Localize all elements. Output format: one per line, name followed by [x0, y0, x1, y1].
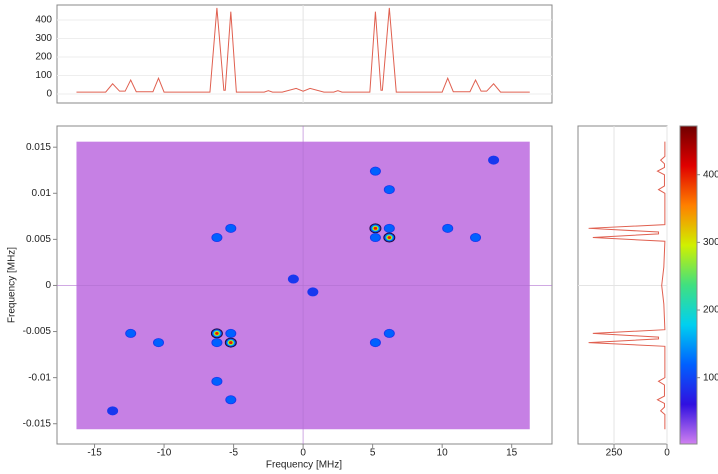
- peak: [488, 155, 500, 165]
- peak: [287, 274, 299, 284]
- y-tick-label: 0.015: [26, 142, 51, 153]
- peak-ring: [370, 167, 380, 175]
- peak: [383, 328, 395, 338]
- peak: [369, 223, 382, 234]
- peak-ring: [370, 233, 380, 242]
- x-tick-label: 0: [300, 448, 306, 459]
- y-tick-label: -0.01: [28, 372, 51, 383]
- peak: [153, 338, 165, 348]
- peak: [107, 406, 119, 416]
- peak: [369, 166, 381, 176]
- y-tick-label: 100: [35, 70, 52, 81]
- x-axis-label: Frequency [MHz]: [266, 460, 342, 471]
- peak: [369, 338, 381, 348]
- peak-ring: [470, 233, 481, 242]
- peak-ring: [229, 341, 233, 345]
- x-tick-label: -15: [87, 448, 102, 459]
- top-frame: [56, 4, 553, 104]
- peak: [383, 232, 396, 243]
- peak-ring: [226, 224, 236, 233]
- peak: [442, 223, 454, 233]
- colorbar: [679, 125, 698, 445]
- peak: [224, 337, 237, 348]
- x-tick-label: 250: [606, 448, 623, 459]
- y-tick-label: 200: [35, 52, 52, 63]
- peak: [211, 376, 223, 386]
- peak-ring: [443, 224, 453, 233]
- y-tick-label: 300: [35, 33, 52, 44]
- peak: [307, 287, 319, 297]
- x-tick-label: -5: [229, 448, 238, 459]
- y-tick-label: 0: [45, 280, 51, 291]
- peak-ring: [384, 329, 394, 338]
- line: [76, 7, 530, 93]
- y-tick-label: 0.005: [26, 234, 51, 245]
- x-tick-label: 5: [370, 448, 376, 459]
- peak: [225, 395, 237, 405]
- peak-ring: [384, 185, 394, 194]
- colorbar-tick-label: 100: [703, 372, 718, 383]
- peak: [470, 233, 482, 243]
- x-tick-label: -10: [157, 448, 172, 459]
- peak-ring: [287, 274, 299, 284]
- peak-ring: [212, 377, 222, 386]
- y-tick-label: 0: [46, 89, 52, 100]
- peak: [211, 233, 223, 243]
- peak-ring: [373, 226, 378, 230]
- colorbar-tick-label: 200: [703, 305, 718, 316]
- peak: [211, 338, 223, 348]
- y-tick-label: -0.015: [23, 418, 52, 429]
- colorbar-tick-label: 300: [703, 237, 718, 248]
- x-tick-label: 15: [506, 448, 518, 459]
- line: [588, 141, 666, 430]
- x-tick-label: 10: [437, 448, 449, 459]
- x-tick-label: 0: [664, 448, 670, 459]
- peak-ring: [212, 233, 222, 242]
- peak-ring: [307, 287, 319, 297]
- peak: [225, 328, 237, 338]
- peak: [225, 223, 237, 233]
- peak: [383, 185, 395, 195]
- y-tick-label: 0.01: [32, 188, 52, 199]
- peak: [125, 328, 137, 338]
- peak-ring: [488, 155, 500, 165]
- peak-ring: [226, 396, 236, 404]
- peak-ring: [126, 329, 136, 338]
- peak-ring: [226, 329, 236, 338]
- peak: [369, 233, 381, 243]
- peak-ring: [107, 406, 119, 416]
- colorbar-tick-label: 400: [703, 169, 718, 180]
- peak-ring: [370, 338, 380, 347]
- peak-ring: [387, 236, 392, 239]
- peak-ring: [212, 338, 222, 347]
- peak: [383, 223, 395, 233]
- y-tick-label: 400: [35, 15, 52, 26]
- y-axis-label: Frequency [MHz]: [7, 247, 18, 323]
- peak: [210, 328, 223, 339]
- peak-ring: [384, 224, 394, 233]
- y-tick-label: -0.005: [23, 326, 52, 337]
- peak-ring: [215, 331, 219, 335]
- peak-ring: [153, 338, 164, 347]
